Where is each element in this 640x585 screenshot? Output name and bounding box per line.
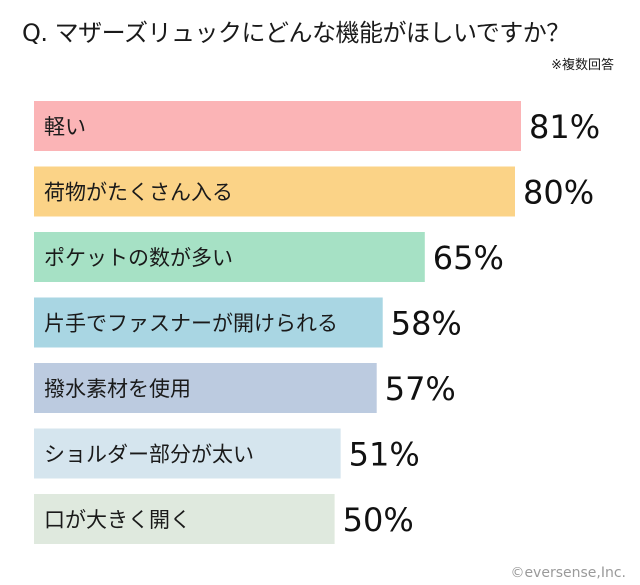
bar-group: 片手でファスナーが開けられる 58% <box>34 297 462 348</box>
category-label: ポケットの数が多い <box>44 246 233 270</box>
bar <box>34 101 521 151</box>
category-label: 撥水素材を使用 <box>44 377 191 401</box>
bar <box>34 494 335 544</box>
category-label: 荷物がたくさん入る <box>44 181 233 205</box>
bar-group: 口が大きく開く 50% <box>34 494 414 544</box>
category-label: 軽い <box>44 115 86 139</box>
value-label: 50% <box>343 501 414 539</box>
bar-group: 荷物がたくさん入る 80% <box>34 166 594 217</box>
bar <box>34 428 341 479</box>
category-label: 片手でファスナーが開けられる <box>44 312 338 336</box>
value-label: 57% <box>385 370 456 408</box>
bar <box>34 363 377 413</box>
value-label: 58% <box>391 305 462 343</box>
value-label: 80% <box>523 174 594 212</box>
bar-group: 撥水素材を使用 57% <box>34 363 456 413</box>
bar-group: ポケットの数が多い 65% <box>34 232 504 282</box>
bar <box>34 232 425 282</box>
bar-group: 軽い 81% <box>34 101 600 151</box>
bar <box>34 166 515 217</box>
chart-title: Q. マザーズリュックにどんな機能がほしいですか？ <box>22 19 570 47</box>
value-label: 65% <box>433 239 504 277</box>
category-label: ショルダー部分が太い <box>44 443 254 467</box>
copyright-text: ©eversense,Inc. <box>510 565 626 581</box>
bar-group: ショルダー部分が太い 51% <box>34 428 420 479</box>
value-label: 51% <box>349 436 420 474</box>
category-label: 口が大きく開く <box>44 508 191 532</box>
chart-note: ※複数回答 <box>551 58 614 73</box>
bar <box>34 297 383 348</box>
value-label: 81% <box>529 108 600 146</box>
